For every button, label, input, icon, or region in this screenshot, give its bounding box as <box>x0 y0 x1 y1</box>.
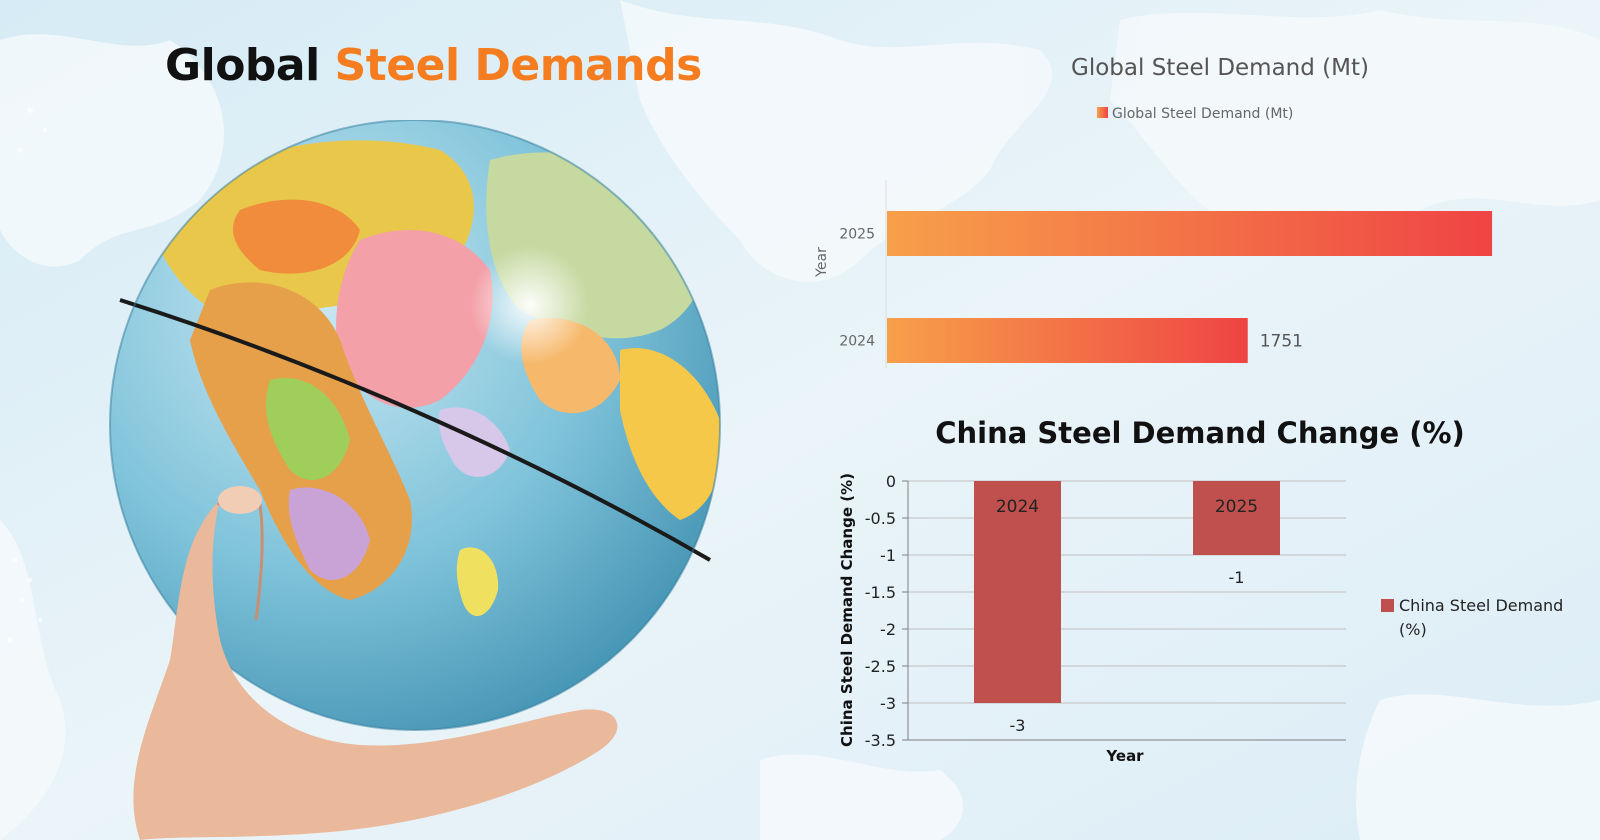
y-tick-label: -1 <box>880 546 896 565</box>
y-axis-title: Year <box>814 247 830 278</box>
y-tick-label: -3.5 <box>865 731 896 750</box>
headline-word-global: Global <box>165 40 320 91</box>
legend-label-line-2: (%) <box>1399 620 1427 639</box>
y-tick-label: -2 <box>880 620 896 639</box>
global-steel-demand-chart: Global Steel Demand (Mt) Global Steel De… <box>814 55 1493 368</box>
headline: Global Steel Demands <box>165 36 702 96</box>
chart-title: Global Steel Demand (Mt) <box>1071 55 1369 81</box>
legend-label: Global Steel Demand (Mt) <box>1112 106 1293 122</box>
legend: Global Steel Demand (Mt) <box>1097 106 1293 122</box>
y-tick-label-2025: 2025 <box>839 227 875 243</box>
headline-word-steel-demands: Steel Demands <box>334 40 703 91</box>
y-tick-label: -3 <box>880 694 896 713</box>
legend-swatch <box>1381 599 1394 612</box>
y-tick-label: 0 <box>886 472 896 491</box>
data-label-2025: -1 <box>1229 568 1245 587</box>
chart-title: China Steel Demand Change (%) <box>935 416 1465 450</box>
category-label-2025: 2025 <box>1215 497 1258 517</box>
data-label-2024: 1751 <box>1260 332 1303 352</box>
data-label-2024: -3 <box>1010 716 1026 735</box>
y-axis-title: China Steel Demand Change (%) <box>838 473 856 747</box>
y-tick-label: -2.5 <box>865 657 896 676</box>
legend-label-line-1: China Steel Demand <box>1399 596 1563 615</box>
china-steel-demand-change-chart: China Steel Demand Change (%) 0 -0.5 -1 -1.… <box>838 416 1563 765</box>
y-tick-label: -1.5 <box>865 583 896 602</box>
bar-2024 <box>887 318 1248 363</box>
y-tick-label: -0.5 <box>865 509 896 528</box>
category-label-2024: 2024 <box>996 497 1039 517</box>
legend-swatch <box>1097 107 1108 118</box>
bar-2025 <box>887 211 1493 256</box>
x-axis-title: Year <box>1105 747 1144 765</box>
globe-in-hand-illustration <box>109 120 721 840</box>
bar-2025 <box>1193 481 1280 555</box>
y-tick-label-2024: 2024 <box>839 334 875 350</box>
legend: China Steel Demand (%) <box>1381 596 1563 639</box>
bar-2024 <box>974 481 1061 703</box>
